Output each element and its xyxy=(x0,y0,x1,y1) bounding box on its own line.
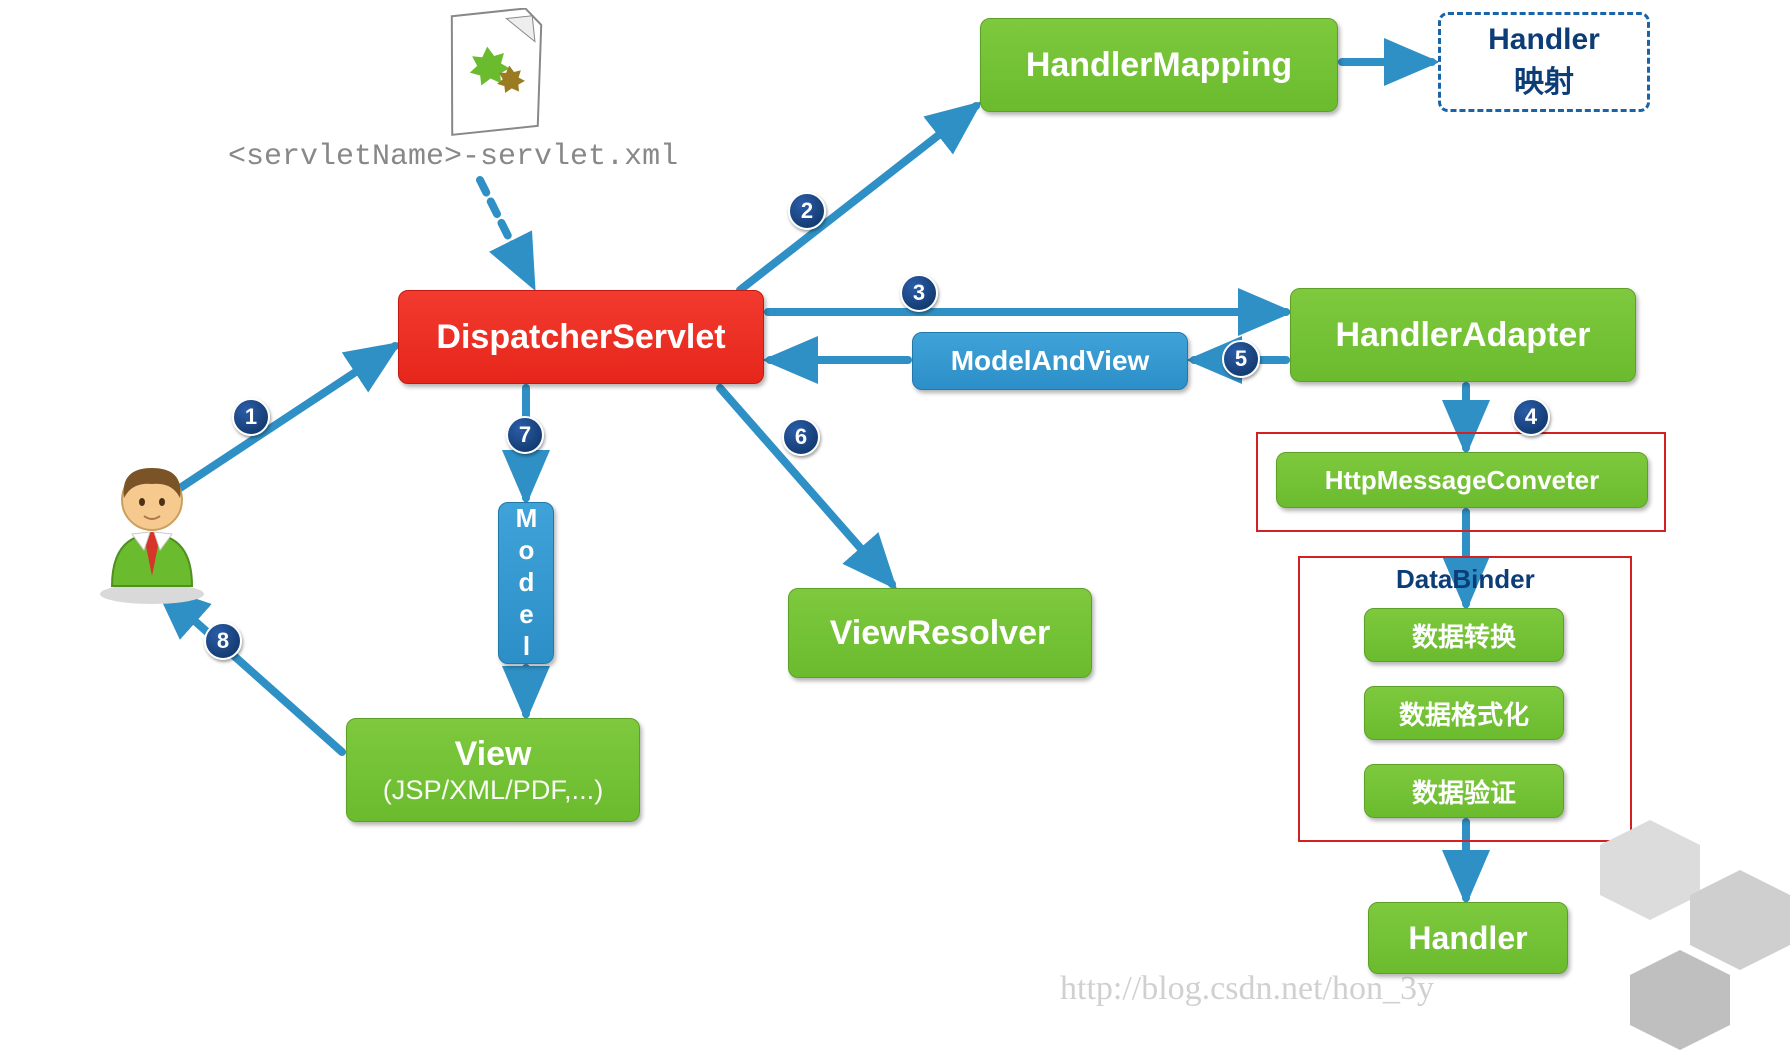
node-model-and-view: ModelAndView xyxy=(912,332,1188,390)
databinder-title: DataBinder xyxy=(1396,564,1535,595)
step-badge-3: 3 xyxy=(900,274,938,312)
step-badge-2: 2 xyxy=(788,192,826,230)
handler-dash-label2: 映射 xyxy=(1514,57,1574,101)
arrow-a1 xyxy=(180,346,395,488)
xml-file-icon xyxy=(440,8,550,143)
step-badge-6: 6 xyxy=(782,418,820,456)
node-handler-mapping: HandlerMapping xyxy=(980,18,1338,112)
hex-decoration xyxy=(1590,790,1790,1050)
node-view-label: View xyxy=(455,735,532,774)
step-badge-5: 5 xyxy=(1222,340,1260,378)
node-handler-mapping-label: HandlerMapping xyxy=(1026,46,1292,85)
arrow-a8 xyxy=(160,590,342,752)
step-badge-1: 1 xyxy=(232,398,270,436)
step-badge-8: 8 xyxy=(204,622,242,660)
arrow-a6 xyxy=(720,388,892,584)
step-badge-7: 7 xyxy=(506,416,544,454)
node-model-vertical: Model xyxy=(498,502,554,664)
node-model-vertical-label: Model xyxy=(511,503,542,663)
step-badge-4: 4 xyxy=(1512,398,1550,436)
servlet-xml-caption: <servletName>-servlet.xml xyxy=(228,140,678,174)
arrow-a2 xyxy=(740,106,976,290)
node-view: View(JSP/XML/PDF,...) xyxy=(346,718,640,822)
databinder-frame xyxy=(1298,556,1632,842)
node-view-sub: (JSP/XML/PDF,...) xyxy=(383,774,604,806)
http-converter-frame xyxy=(1256,432,1666,532)
watermark-text: http://blog.csdn.net/hon_3y xyxy=(1060,970,1434,1008)
node-dispatcher-label: DispatcherServlet xyxy=(436,318,725,357)
node-handler-label: Handler xyxy=(1408,920,1527,957)
node-dispatcher: DispatcherServlet xyxy=(398,290,764,384)
node-handler-adapter: HandlerAdapter xyxy=(1290,288,1636,382)
handler-mapping-target-box: Handler 映射 xyxy=(1438,12,1650,112)
node-view-resolver-label: ViewResolver xyxy=(830,614,1051,653)
node-view-resolver: ViewResolver xyxy=(788,588,1092,678)
node-handler-adapter-label: HandlerAdapter xyxy=(1335,316,1590,355)
node-model-and-view-label: ModelAndView xyxy=(951,345,1150,377)
handler-dash-label1: Handler xyxy=(1488,23,1600,57)
user-icon xyxy=(92,456,212,611)
node-handler: Handler xyxy=(1368,902,1568,974)
arrow-file-to-dispatcher xyxy=(480,180,532,284)
